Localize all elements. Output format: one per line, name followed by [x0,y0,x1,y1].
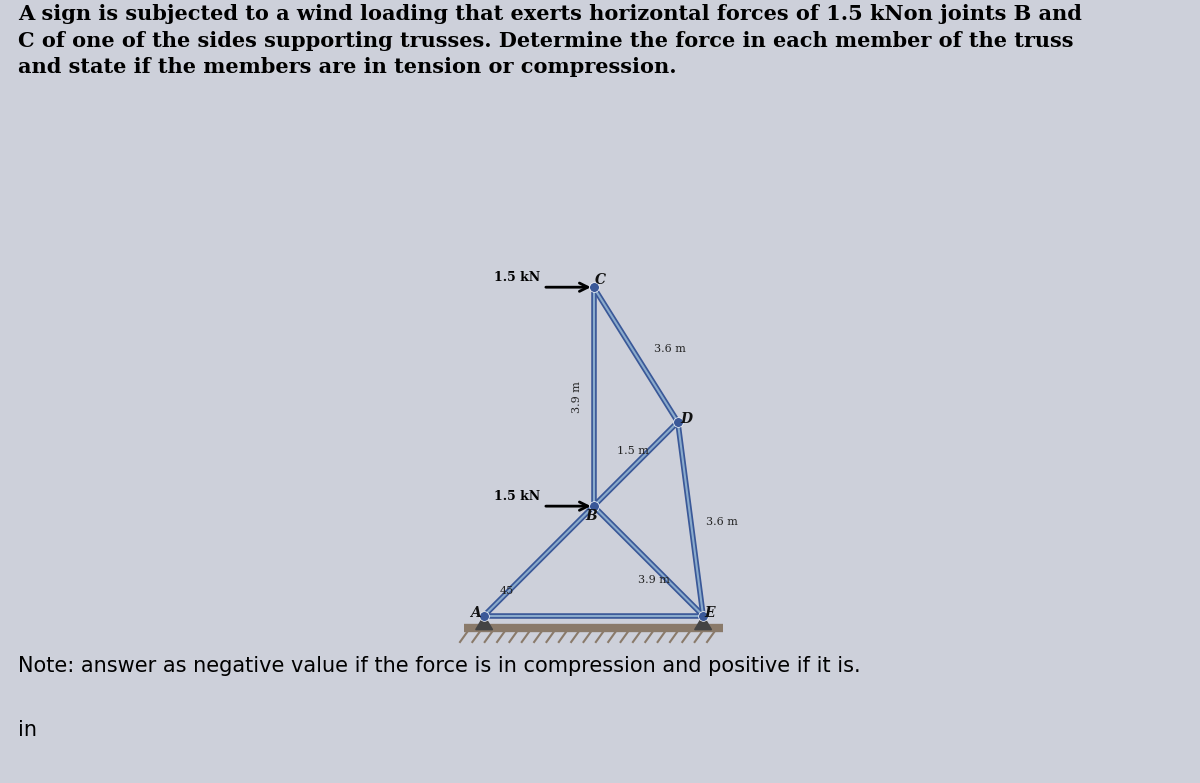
Text: C: C [595,273,606,287]
Text: E: E [704,606,715,620]
Text: 1.5 kN: 1.5 kN [494,272,540,284]
Polygon shape [695,615,712,630]
Polygon shape [475,615,492,630]
Text: Note: answer as negative value if the force is in compression and positive if it: Note: answer as negative value if the fo… [18,656,860,677]
Text: 1.5 kN: 1.5 kN [494,490,540,503]
Text: in: in [18,720,37,740]
Circle shape [700,612,707,619]
Text: 3.6 m: 3.6 m [654,344,685,354]
Text: 3.9 m: 3.9 m [638,575,670,585]
Circle shape [481,612,487,619]
Text: 3.6 m: 3.6 m [706,517,738,527]
Text: A sign is subjected to a wind loading that exerts horizontal forces of 1.5 kNon : A sign is subjected to a wind loading th… [18,5,1082,78]
Text: B: B [584,509,596,523]
Text: A: A [470,606,481,620]
Text: D: D [680,412,692,426]
Text: 45: 45 [500,586,514,596]
Text: 3.9 m: 3.9 m [571,381,582,413]
Text: 1.5 m: 1.5 m [617,446,649,456]
